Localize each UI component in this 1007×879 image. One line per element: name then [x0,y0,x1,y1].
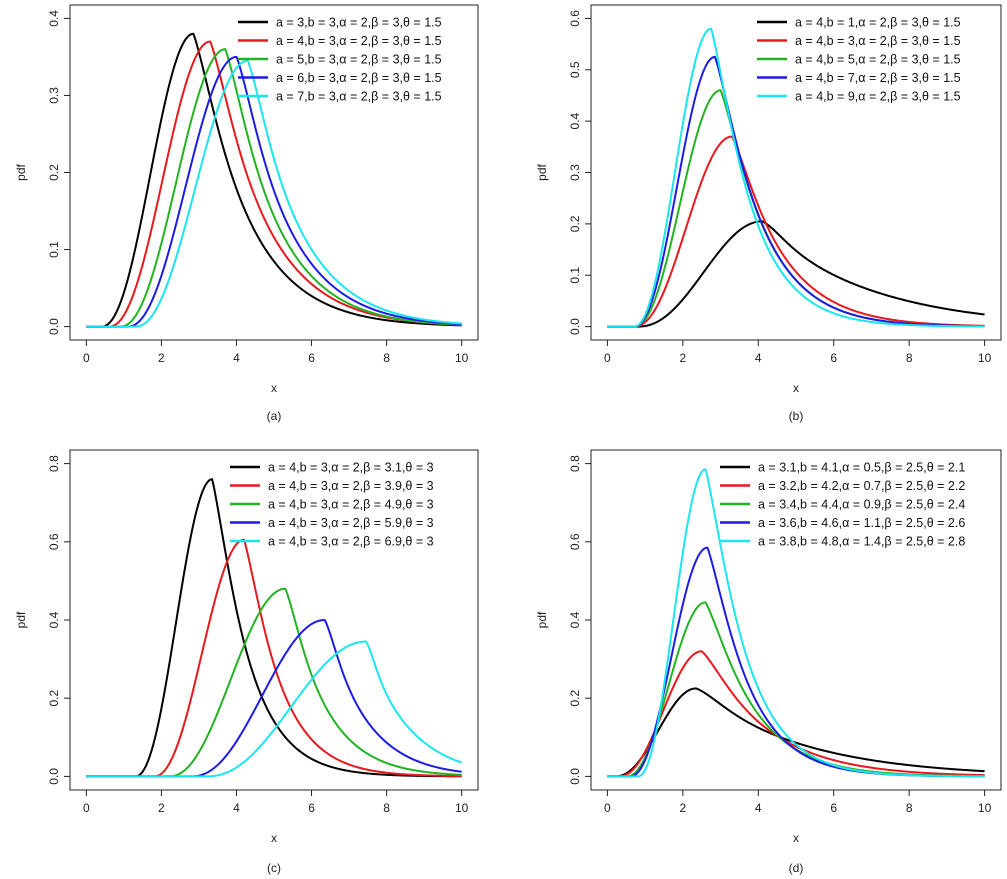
x-axis-label: x [271,831,277,845]
legend-label: a = 4,b = 3,α = 2,β = 3,θ = 1.5 [795,34,961,48]
series-line-5 [86,59,462,328]
y-axis-label: pdf [14,163,28,180]
panel-caption: (a) [267,409,282,423]
y-axis-label: pdf [535,163,549,180]
series-line-1 [86,32,462,328]
x-tick-label: 6 [830,351,837,365]
y-tick-label: 0.1 [568,267,582,284]
series-line-4 [86,55,462,328]
legend-label: a = 4,b = 5,α = 2,β = 3,θ = 1.5 [795,53,961,67]
y-tick-label: 0.6 [568,10,582,27]
legend-label: a = 3.1,b = 4.1,α = 0.5,β = 2.5,θ = 2.1 [758,461,965,475]
panel-caption: (d) [789,861,804,875]
legend-label: a = 3,b = 3,α = 2,β = 3,θ = 1.5 [276,16,442,30]
series-line-1 [86,478,462,778]
x-tick-label: 6 [308,801,315,815]
x-tick-label: 0 [83,351,90,365]
legend-label: a = 6,b = 3,α = 2,β = 3,θ = 1.5 [276,71,442,85]
y-tick-label: 0.2 [568,215,582,232]
y-tick-label: 0.6 [47,533,61,550]
y-tick-label: 0.2 [47,690,61,707]
x-tick-label: 0 [604,801,611,815]
series-line-2 [607,650,985,778]
x-axis-label: x [793,381,799,395]
y-tick-label: 0.4 [568,611,582,628]
x-tick-label: 10 [978,801,992,815]
series-line-4 [607,55,985,328]
series-line-3 [86,48,462,328]
y-tick-label: 0.5 [568,61,582,78]
x-tick-label: 8 [906,351,913,365]
legend-label: a = 4,b = 3,α = 2,β = 3.1,θ = 3 [268,461,434,475]
x-tick-label: 6 [308,351,315,365]
series-line-5 [607,27,985,328]
panel-caption: (c) [267,861,281,875]
chart-panel-b: 0 2 4 6 8 10 0.0 0.1 0.2 0.3 0.4 0.5 0.6 x pdf (b) a = 4… [535,4,1002,423]
y-tick-label: 0.0 [47,768,61,785]
y-tick-label: 0.0 [568,768,582,785]
legend-label: a = 3.6,b = 4.6,α = 1.1,β = 2.5,θ = 2.6 [758,516,965,530]
legend-label: a = 3.4,b = 4.4,α = 0.9,β = 2.5,θ = 2.4 [758,498,965,512]
y-tick-label: 0.2 [568,690,582,707]
legend-label: a = 4,b = 3,α = 2,β = 3.9,θ = 3 [268,479,434,493]
y-axis-label: pdf [14,611,28,628]
series-line-2 [86,538,462,778]
legend-label: a = 4,b = 7,α = 2,β = 3,θ = 1.5 [795,71,961,85]
legend-label: a = 5,b = 3,α = 2,β = 3,θ = 1.5 [276,53,442,67]
legend-label: a = 3.8,b = 4.8,α = 1.4,β = 2.5,θ = 2.8 [758,535,965,549]
series-line-1 [607,687,985,778]
x-axis-label: x [793,831,799,845]
y-tick-label: 0.4 [47,611,61,628]
x-tick-label: 6 [830,801,837,815]
legend-label: a = 4,b = 9,α = 2,β = 3,θ = 1.5 [795,90,961,104]
legend-label: a = 4,b = 3,α = 2,β = 4.9,θ = 3 [268,498,434,512]
panel-caption: (b) [789,409,804,423]
y-tick-label: 0.1 [47,241,61,258]
y-tick-label: 0.4 [47,10,61,27]
chart-panel-d: 0 2 4 6 8 10 0.0 0.2 0.4 0.6 0.8 x pdf (d) a = 3.1,b =… [535,449,1002,875]
y-tick-label: 0.0 [47,318,61,335]
x-axis-label: x [271,381,277,395]
x-tick-label: 8 [383,801,390,815]
y-tick-label: 0.0 [568,318,582,335]
x-tick-label: 10 [455,351,469,365]
x-tick-label: 8 [906,801,913,815]
x-tick-label: 10 [978,351,992,365]
x-tick-label: 2 [158,351,165,365]
y-tick-label: 0.3 [568,164,582,181]
chart-panel-c: 0 2 4 6 8 10 0.0 0.2 0.4 0.6 0.8 x pdf (c) a = 4,b = 3… [14,449,479,875]
series-line-5 [607,468,985,778]
x-tick-label: 8 [383,351,390,365]
series-line-2 [607,135,985,328]
y-tick-label: 0.8 [47,455,61,472]
y-tick-label: 0.3 [47,87,61,104]
x-tick-label: 4 [755,351,762,365]
y-tick-label: 0.4 [568,112,582,129]
legend-label: a = 3.2,b = 4.2,α = 0.7,β = 2.5,θ = 2.2 [758,479,965,493]
x-tick-label: 4 [233,351,240,365]
series-line-4 [86,618,462,778]
x-tick-label: 4 [233,801,240,815]
x-tick-label: 10 [455,801,469,815]
y-tick-label: 0.6 [568,533,582,550]
x-tick-label: 2 [679,801,686,815]
y-tick-label: 0.8 [568,455,582,472]
x-tick-label: 2 [158,801,165,815]
series-line-1 [607,220,985,328]
legend-label: a = 4,b = 3,α = 2,β = 6.9,θ = 3 [268,535,434,549]
legend-label: a = 7,b = 3,α = 2,β = 3,θ = 1.5 [276,90,442,104]
legend-label: a = 4,b = 3,α = 2,β = 5.9,θ = 3 [268,516,434,530]
chart-panel-a: 0 2 4 6 8 10 0.0 0.1 0.2 0.3 0.4 x pdf (a) a = 3,b = 3… [14,4,479,423]
x-tick-label: 2 [679,351,686,365]
y-tick-label: 0.2 [47,164,61,181]
x-tick-label: 0 [83,801,90,815]
legend-label: a = 4,b = 1,α = 2,β = 3,θ = 1.5 [795,16,961,30]
series-line-3 [86,587,462,778]
y-axis-label: pdf [535,611,549,628]
x-tick-label: 4 [755,801,762,815]
series-line-5 [86,640,463,778]
legend-label: a = 4,b = 3,α = 2,β = 3,θ = 1.5 [276,34,442,48]
x-tick-label: 0 [604,351,611,365]
